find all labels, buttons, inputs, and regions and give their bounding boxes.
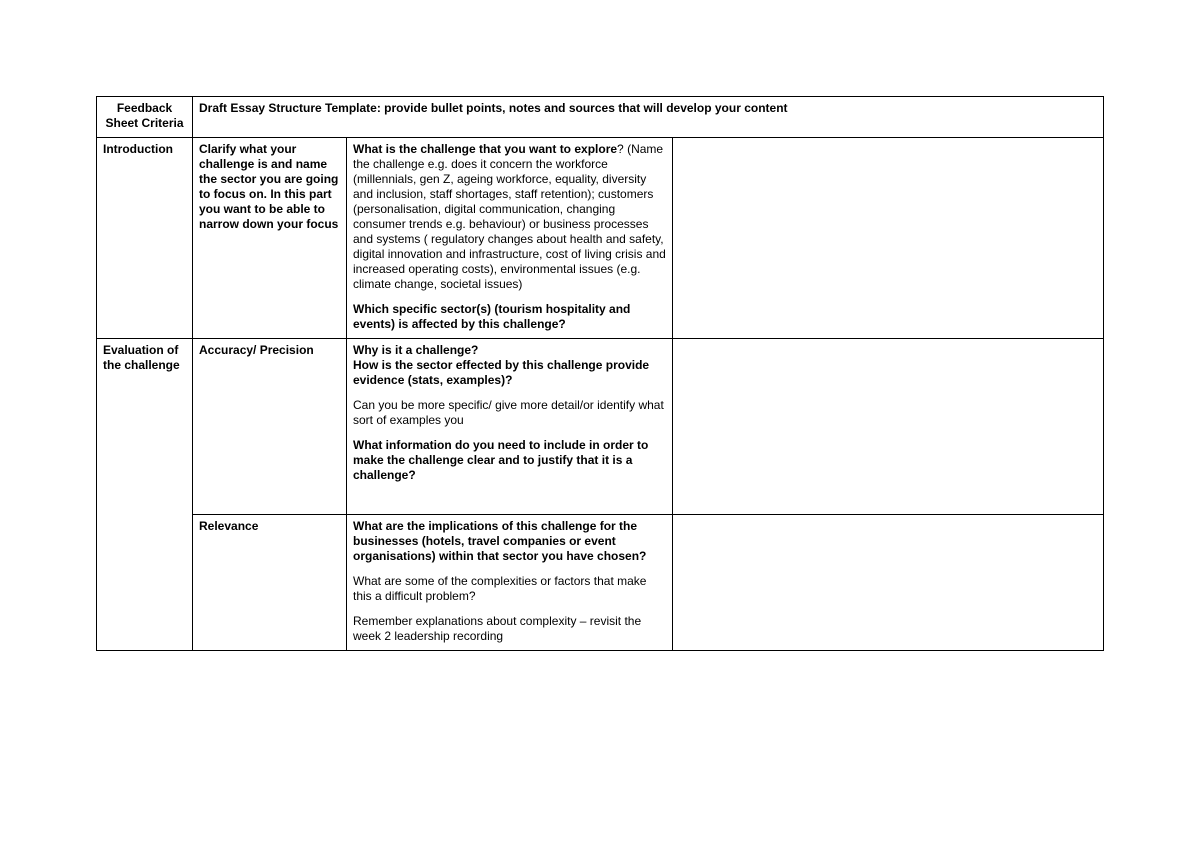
table-row: Feedback Sheet Criteria Draft Essay Stru… [97,97,1104,138]
header-criteria-cell: Feedback Sheet Criteria [97,97,193,138]
eval-accuracy-spacer [353,483,666,498]
intro-prompt-block-1: What is the challenge that you want to e… [353,142,666,292]
eval-relevance-body-1: What are some of the complexities or fac… [353,574,666,604]
eval-accuracy-prompt-cell: Why is it a challenge? How is the sector… [347,339,673,515]
eval-accuracy-blank-cell [673,339,1104,515]
intro-prompt-cell: What is the challenge that you want to e… [347,138,673,339]
intro-prompt-bold-1: What is the challenge that you want to e… [353,142,617,156]
eval-relevance-sub-cell: Relevance [193,515,347,651]
intro-criteria-cell: Introduction [97,138,193,339]
eval-accuracy-body-1: Can you be more specific/ give more deta… [353,398,666,428]
intro-blank-cell [673,138,1104,339]
eval-accuracy-bold-2: How is the sector effected by this chall… [353,358,666,388]
feedback-table: Feedback Sheet Criteria Draft Essay Stru… [96,96,1104,651]
document-page: Feedback Sheet Criteria Draft Essay Stru… [0,0,1200,848]
eval-accuracy-sub-cell: Accuracy/ Precision [193,339,347,515]
header-template-cell: Draft Essay Structure Template: provide … [193,97,1104,138]
intro-sub-cell: Clarify what your challenge is and name … [193,138,347,339]
table-row: Relevance What are the implications of t… [97,515,1104,651]
eval-accuracy-bold-3: What information do you need to include … [353,438,666,483]
intro-prompt-qmark: ? [617,142,624,156]
table-row: Evaluation of the challenge Accuracy/ Pr… [97,339,1104,515]
eval-relevance-blank-cell [673,515,1104,651]
eval-accuracy-bold-1: Why is it a challenge? [353,343,666,358]
eval-relevance-prompt-cell: What are the implications of this challe… [347,515,673,651]
intro-prompt-bold-2: Which specific sector(s) (tourism hospit… [353,302,666,332]
eval-relevance-bold-1: What are the implications of this challe… [353,519,666,564]
eval-criteria-cell: Evaluation of the challenge [97,339,193,651]
intro-prompt-body: (Name the challenge e.g. does it concern… [353,142,666,291]
eval-relevance-body-2: Remember explanations about complexity –… [353,614,666,644]
table-row: Introduction Clarify what your challenge… [97,138,1104,339]
